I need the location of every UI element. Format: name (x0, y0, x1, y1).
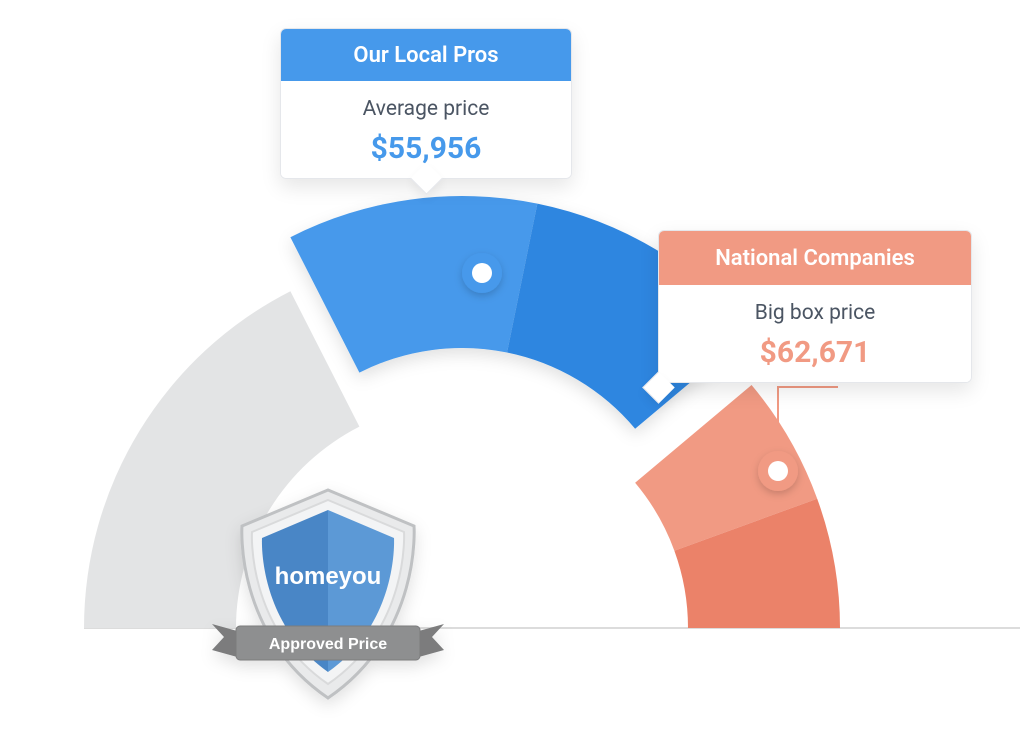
badge-ribbon-text: Approved Price (269, 636, 387, 653)
badge-brand-text: homeyou (275, 563, 382, 590)
national-companies-price: $62,671 (669, 335, 961, 370)
badge-ribbon: Approved Price (212, 624, 444, 660)
national-companies-subtitle: Big box price (669, 301, 961, 325)
local-pros-header: Our Local Pros (281, 29, 571, 81)
gauge-seg-local-pros (290, 196, 537, 373)
local-marker (462, 253, 502, 293)
national-companies-callout: National Companies Big box price $62,671 (658, 230, 972, 383)
national-companies-header: National Companies (659, 231, 971, 285)
local-pros-callout: Our Local Pros Average price $55,956 (280, 28, 572, 179)
infographic-stage: homeyou Approved Price Our Local Pros Ave… (0, 0, 1024, 738)
local-pros-subtitle: Average price (291, 97, 561, 121)
national-marker (758, 451, 798, 491)
